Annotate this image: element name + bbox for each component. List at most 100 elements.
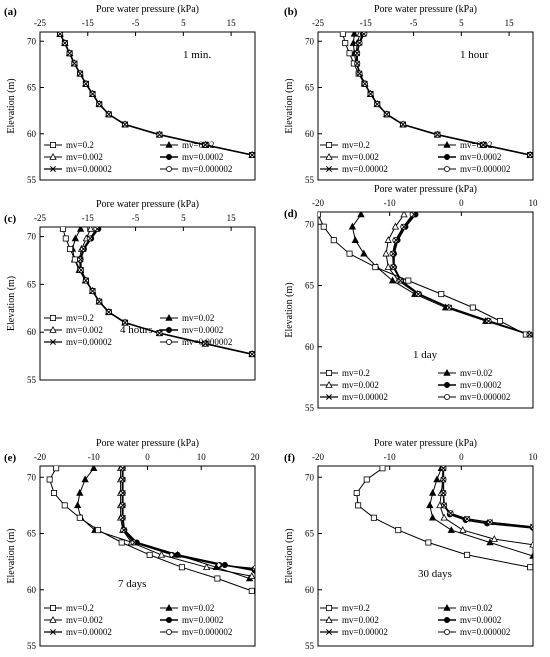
- data-point-mv-0-00002: [440, 466, 447, 472]
- legend-label: mv=0.2: [342, 368, 370, 378]
- data-point-mv-0-2: [330, 237, 337, 244]
- legend-marker: [50, 314, 57, 321]
- data-point-mv-0-000002: [130, 539, 137, 546]
- legend-marker: [325, 141, 332, 148]
- legend-marker: [50, 629, 56, 635]
- data-point-mv-0-00002: [527, 152, 533, 158]
- legend-item-mv-0-000002: mv=0.000002: [438, 164, 510, 174]
- legend-marker: [325, 369, 332, 376]
- legend-marker: [443, 368, 451, 376]
- series-line-mv-0-2: [318, 214, 527, 335]
- data-point-mv-0-00002: [446, 304, 453, 311]
- legend-label: mv=0.00002: [66, 627, 112, 637]
- data-point-mv-0-00002: [441, 502, 448, 509]
- legend-item-mv-0-2: mv=0.2: [44, 603, 94, 613]
- legend-label: mv=0.00002: [342, 164, 388, 174]
- y-axis-title: Elevation (m): [6, 78, 17, 133]
- data-point-mv-0-2: [342, 40, 349, 47]
- plot-frame: [39, 31, 256, 181]
- data-point-mv-0-00002: [122, 319, 128, 326]
- data-point-mv-0-00002: [82, 80, 89, 87]
- data-point-mv-0-002: [384, 236, 392, 243]
- y-axis-title: Elevation (m): [6, 528, 17, 583]
- data-point-mv-0-02: [350, 32, 358, 37]
- data-point-mv-0-00002: [57, 32, 64, 37]
- data-point-mv-0-2: [395, 527, 402, 534]
- data-point-mv-0-2: [248, 587, 255, 594]
- y-tick-label: 60: [27, 129, 37, 139]
- data-point-mv-0-02: [348, 222, 357, 230]
- y-tick-label: 65: [305, 529, 315, 539]
- data-point-mv-0-00002: [447, 510, 454, 517]
- data-point-mv-0-2: [53, 466, 60, 472]
- data-point-mv-0-00002: [249, 351, 255, 358]
- x-tick-label: -10: [88, 452, 100, 462]
- time-annotation: 1 hour: [460, 49, 489, 61]
- data-point-mv-0-2: [379, 466, 386, 472]
- x-tick-label: -25: [34, 213, 46, 223]
- data-point-mv-0-2: [95, 527, 102, 534]
- time-annotation: 7 days: [118, 578, 146, 590]
- legend-item-mv-0-00002: mv=0.00002: [320, 164, 388, 174]
- legend-item-mv-0-00002: mv=0.00002: [44, 164, 112, 174]
- legend-item-mv-0-0002: mv=0.0002: [160, 152, 223, 162]
- legend-marker: [165, 617, 172, 624]
- legend-item-mv-0-000002: mv=0.000002: [160, 627, 232, 637]
- data-point-mv-0-2: [318, 212, 321, 218]
- legend-item-mv-0-00002: mv=0.00002: [320, 392, 388, 402]
- legend-label: mv=0.00002: [66, 337, 112, 347]
- data-point-mv-0-00002: [77, 70, 84, 77]
- data-point-mv-0-002: [248, 572, 255, 580]
- data-point-mv-0-002: [157, 550, 166, 558]
- data-point-mv-0-00002: [156, 131, 163, 138]
- data-point-mv-0-2: [464, 551, 471, 558]
- legend-marker: [165, 338, 172, 345]
- plot-area: [56, 32, 255, 159]
- data-point-mv-0-00002: [105, 309, 112, 316]
- x-tick-label: 0: [459, 452, 464, 462]
- data-point-mv-0-00002: [89, 91, 96, 97]
- legend-item-mv-0-000002: mv=0.000002: [160, 337, 232, 347]
- y-tick-label: 70: [305, 219, 315, 229]
- panel-label: (c): [4, 213, 17, 225]
- legend-label: mv=0.0002: [182, 615, 223, 625]
- x-tick-label: 10: [529, 452, 539, 462]
- y-tick-label: 70: [305, 36, 315, 46]
- y-tick-label: 55: [305, 641, 315, 651]
- series-line-mv-0-02: [352, 33, 531, 156]
- legend-item-mv-0-0002: mv=0.0002: [438, 615, 501, 625]
- data-point-mv-0-2: [497, 318, 504, 325]
- data-point-mv-0-2: [438, 291, 445, 298]
- data-point-mv-0-00002: [119, 502, 126, 509]
- y-axis-title: Elevation (m): [284, 282, 295, 337]
- legend-marker: [443, 603, 451, 611]
- legend-marker: [326, 629, 332, 635]
- legend-marker: [49, 325, 57, 333]
- legend-item-mv-0-002: mv=0.002: [44, 615, 103, 625]
- panel-label: (f): [284, 452, 295, 464]
- legend-label: mv=0.0002: [182, 325, 223, 335]
- data-point-mv-0-000002: [400, 223, 407, 230]
- series-line-mv-0-000002: [59, 33, 253, 156]
- x-tick-label: 5: [181, 213, 186, 223]
- x-tick-label: -25: [312, 18, 324, 28]
- data-point-mv-0-000002: [93, 227, 100, 232]
- data-point-mv-0-2: [425, 539, 432, 546]
- legend-label: mv=0.2: [66, 140, 94, 150]
- legend-label: mv=0.000002: [182, 627, 232, 637]
- y-tick-label: 70: [27, 36, 37, 46]
- data-point-mv-0-000002: [389, 250, 396, 257]
- data-point-mv-0-00002: [434, 131, 441, 138]
- series-line-mv-0-2: [49, 468, 252, 592]
- data-point-mv-0-002: [384, 263, 392, 270]
- legend-item-mv-0-0002: mv=0.0002: [160, 325, 223, 335]
- x-tick-label: 5: [459, 18, 464, 28]
- data-point-mv-0-2: [346, 50, 353, 57]
- chart-panel-c: (c) Pore water pressure (kPa) -25 -15 -5 5 15 5…: [4, 199, 256, 385]
- y-tick-label: 55: [27, 641, 37, 651]
- legend-item-mv-0-02: mv=0.02: [438, 140, 492, 150]
- data-point-mv-0-00002: [360, 32, 367, 37]
- data-point-mv-0-2: [118, 539, 125, 546]
- x-tick-label: -10: [384, 198, 396, 208]
